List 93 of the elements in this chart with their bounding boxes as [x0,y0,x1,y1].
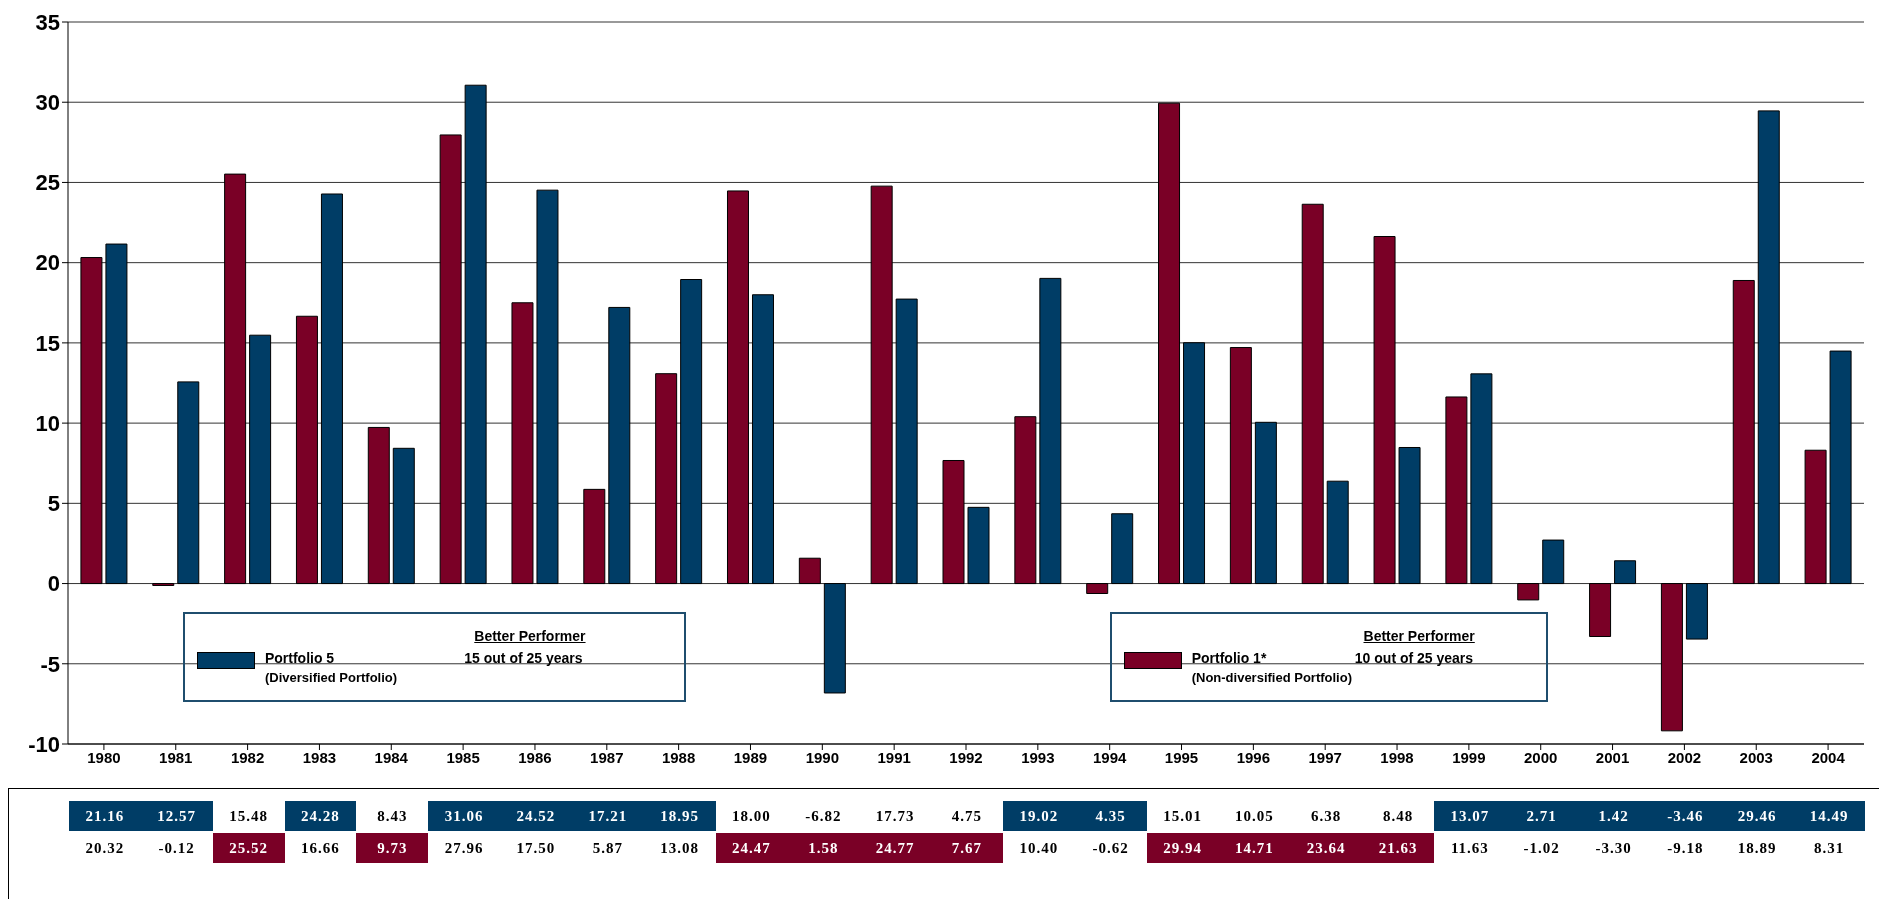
data-label: 14.49 [1793,801,1865,831]
data-label: 9.73 [356,833,429,863]
data-label: 31.06 [428,801,501,831]
x-tick-label: 2002 [1667,748,1702,766]
data-label: 10.05 [1233,806,1275,826]
x-tick-label: 1989 [733,748,768,766]
data-label: 23.64 [1290,833,1363,863]
data-label: 15.48 [228,806,269,826]
x-tick-label: 2001 [1595,748,1630,766]
data-label: 18.89 [1736,838,1778,858]
data-label: 14.71 [1218,833,1291,863]
data-label: 8.31 [1812,838,1846,858]
annotation: 15 out of 25 years [464,650,583,667]
data-label: 18.00 [731,806,772,826]
data-label: 8.48 [1381,806,1415,826]
x-tick-label: 1986 [518,748,552,766]
x-tick-label: 1985 [446,748,480,766]
data-label: 10.40 [1018,838,1060,858]
annotation: Better Performer [1363,628,1475,645]
y-tick-label: 10 [35,410,60,436]
data-label: 12.57 [140,801,213,831]
data-label: 13.08 [659,838,700,858]
data-label: 4.75 [950,806,984,826]
y-tick-label: 35 [35,9,60,35]
x-tick-label: 1980 [87,748,121,766]
data-label: -6.82 [804,806,843,826]
x-tick-label: 1996 [1236,748,1271,766]
data-label: 27.96 [443,838,485,858]
data-label: 25.52 [212,833,285,863]
data-label: 17.21 [571,801,644,831]
x-tick-label: 1993 [1021,748,1055,766]
x-tick-label: 1994 [1092,748,1128,766]
data-label: 1.42 [1577,801,1650,831]
data-label: 17.50 [515,838,557,858]
data-label: 5.87 [591,838,624,858]
data-label: 21.16 [69,801,141,831]
y-tick-label: 0 [47,571,60,597]
x-tick-label: 1988 [661,748,696,766]
x-tick-label: 1999 [1452,748,1486,766]
y-tick-label: -5 [40,651,60,677]
data-label: -3.30 [1594,838,1633,858]
y-tick-label: 5 [47,491,60,517]
legend-label: Portfolio 5 [264,650,335,667]
legend-label: Portfolio 1* [1191,650,1267,667]
data-label: -3.46 [1649,801,1722,831]
annotation: (Diversified Portfolio) [264,670,398,686]
x-tick-label: 1990 [805,748,840,766]
x-tick-label: 1997 [1308,748,1342,766]
data-label: 29.94 [1146,833,1219,863]
data-label: 20.32 [84,838,126,858]
y-tick-label: 20 [35,250,60,276]
data-label: 17.73 [874,806,916,826]
annotation: (Non-diversified Portfolio) [1191,670,1353,686]
x-tick-label: 1992 [949,748,983,766]
y-tick-label: 30 [35,90,60,116]
data-label: 21.63 [1362,833,1434,863]
x-tick-label: 1983 [302,748,337,766]
x-tick-label: 1995 [1164,748,1199,766]
data-label: 1.58 [787,833,860,863]
data-label: 4.35 [1074,801,1147,831]
data-label: 24.47 [715,833,788,863]
x-tick-label: 1984 [374,748,409,766]
data-label: -9.18 [1666,838,1705,858]
data-label: 6.38 [1310,806,1343,826]
x-tick-label: 2004 [1811,748,1846,766]
x-tick-label: 1982 [230,748,265,766]
data-label: 7.67 [931,833,1003,863]
data-label: 11.63 [1449,838,1490,858]
data-label: -0.62 [1091,838,1130,858]
data-label: 24.28 [284,801,357,831]
x-tick-label: 1987 [590,748,624,766]
data-label: 15.01 [1162,806,1203,826]
y-tick-label: -10 [28,731,60,757]
data-label: 13.07 [1433,801,1506,831]
data-label: 19.02 [1002,801,1075,831]
data-label: 2.71 [1505,801,1578,831]
x-tick-label: 1998 [1380,748,1414,766]
y-tick-label: 15 [35,330,60,356]
annotation: Better Performer [474,628,586,645]
x-tick-label: 1991 [877,748,911,766]
x-tick-label: 1981 [159,748,193,766]
data-label: 18.95 [643,801,716,831]
data-label: 24.52 [500,801,572,831]
x-tick-label: 2003 [1739,748,1773,766]
data-label: 8.43 [376,806,409,826]
data-label: 16.66 [300,838,341,858]
annotation: 10 out of 25 years [1354,650,1474,667]
data-label: -0.12 [157,838,196,858]
data-label: 24.77 [859,833,932,863]
data-label: 29.46 [1721,801,1794,831]
x-tick-label: 2000 [1524,748,1558,766]
data-label: -1.02 [1522,838,1561,858]
y-tick-label: 25 [35,170,60,196]
